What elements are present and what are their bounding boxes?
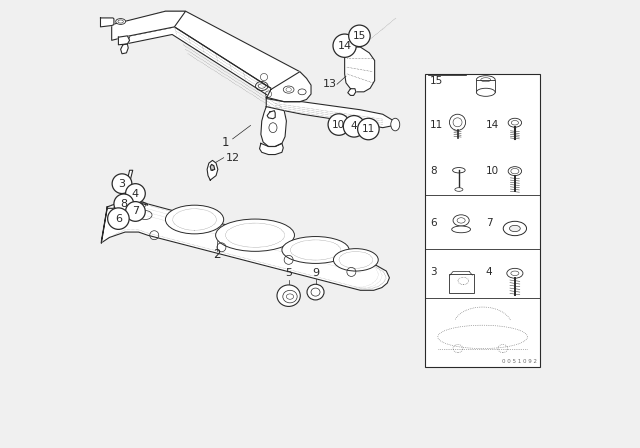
Text: 3: 3 [430,267,436,277]
FancyBboxPatch shape [449,274,474,293]
Circle shape [333,34,356,57]
Polygon shape [345,47,374,92]
Polygon shape [130,11,307,90]
Ellipse shape [165,205,224,234]
Circle shape [112,174,132,194]
Text: 4: 4 [132,189,139,198]
Bar [476,80,495,92]
Ellipse shape [116,19,125,24]
Text: 6: 6 [430,218,436,228]
Ellipse shape [333,249,378,271]
Polygon shape [101,201,389,290]
Polygon shape [210,164,215,170]
Circle shape [449,114,466,130]
Ellipse shape [509,225,520,232]
Text: 3: 3 [118,179,125,189]
Polygon shape [266,72,311,102]
Text: 8: 8 [430,166,436,176]
Circle shape [125,202,145,221]
Ellipse shape [452,226,470,233]
Ellipse shape [277,285,300,306]
Ellipse shape [508,118,522,127]
Bar [425,74,540,367]
Polygon shape [100,18,114,27]
Text: 8: 8 [120,199,127,209]
Text: 7: 7 [132,207,139,216]
Circle shape [358,118,379,140]
Text: 6: 6 [115,214,122,224]
Text: 13: 13 [323,79,337,89]
Text: 7: 7 [486,218,492,228]
Text: 11: 11 [362,124,375,134]
Ellipse shape [307,284,324,300]
Text: 10: 10 [332,120,346,129]
Polygon shape [112,11,186,40]
Text: 11: 11 [430,121,443,130]
Ellipse shape [476,76,495,84]
Ellipse shape [216,219,294,251]
Ellipse shape [508,167,522,176]
Polygon shape [261,107,287,146]
Ellipse shape [453,215,469,226]
Text: 15: 15 [430,76,443,86]
Circle shape [349,25,370,47]
Text: 4: 4 [486,267,492,277]
Circle shape [125,184,145,203]
Ellipse shape [507,268,523,278]
Text: 0 0 5 1 0 9 2: 0 0 5 1 0 9 2 [502,359,538,364]
Text: 9: 9 [312,268,319,278]
Ellipse shape [476,88,495,96]
Polygon shape [101,207,108,243]
Ellipse shape [282,237,349,263]
Text: 14: 14 [337,41,352,51]
Text: 12: 12 [226,153,240,163]
Polygon shape [121,44,128,54]
Ellipse shape [503,221,527,236]
Text: 4: 4 [351,121,357,131]
Polygon shape [267,111,275,119]
Polygon shape [207,160,218,180]
Text: 2: 2 [213,248,221,261]
Text: 14: 14 [486,121,499,130]
Ellipse shape [455,188,463,191]
Circle shape [343,116,365,137]
Ellipse shape [391,118,400,131]
Text: 5: 5 [285,268,292,278]
Polygon shape [121,170,132,201]
Text: 1: 1 [222,136,230,149]
Text: 15: 15 [353,31,366,41]
Polygon shape [266,97,394,128]
Polygon shape [118,36,130,45]
Circle shape [114,194,134,214]
Polygon shape [348,89,356,95]
Circle shape [108,208,129,229]
Polygon shape [260,143,284,155]
Ellipse shape [452,168,465,173]
Polygon shape [108,201,148,208]
Polygon shape [128,27,309,97]
Circle shape [328,114,349,135]
Text: 10: 10 [486,166,499,176]
